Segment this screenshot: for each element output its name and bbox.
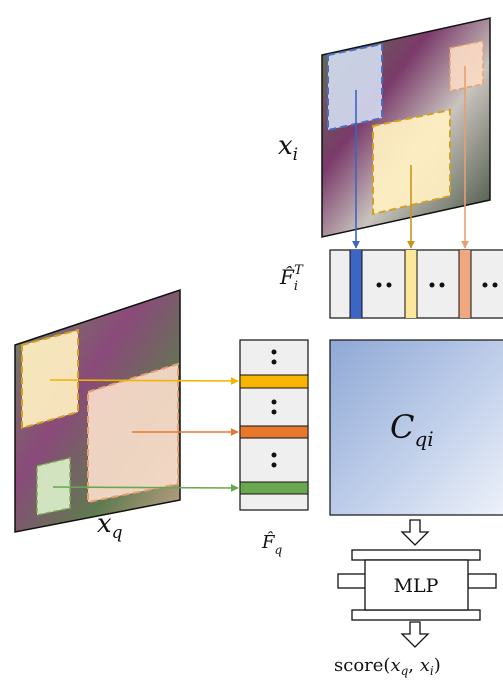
arrows-q — [49, 376, 239, 492]
mlp-block — [337, 549, 497, 621]
feature-q — [239, 339, 309, 511]
down-arrow — [400, 519, 430, 546]
arrows-i — [352, 66, 469, 249]
score-label: score(xq, xi) — [334, 655, 441, 678]
mlp-label: MLP — [394, 575, 439, 597]
image-i — [321, 17, 491, 238]
label-xq: xq — [97, 509, 123, 543]
label-fi: F̂iT — [279, 263, 304, 294]
label-fq: F̂q — [261, 531, 283, 557]
down-arrow — [400, 621, 430, 648]
feature-i — [329, 249, 503, 319]
label-xi: xi — [278, 131, 298, 165]
label-cqi: Cqi — [390, 408, 434, 451]
correlation-map — [329, 339, 503, 516]
image-q — [14, 288, 181, 533]
